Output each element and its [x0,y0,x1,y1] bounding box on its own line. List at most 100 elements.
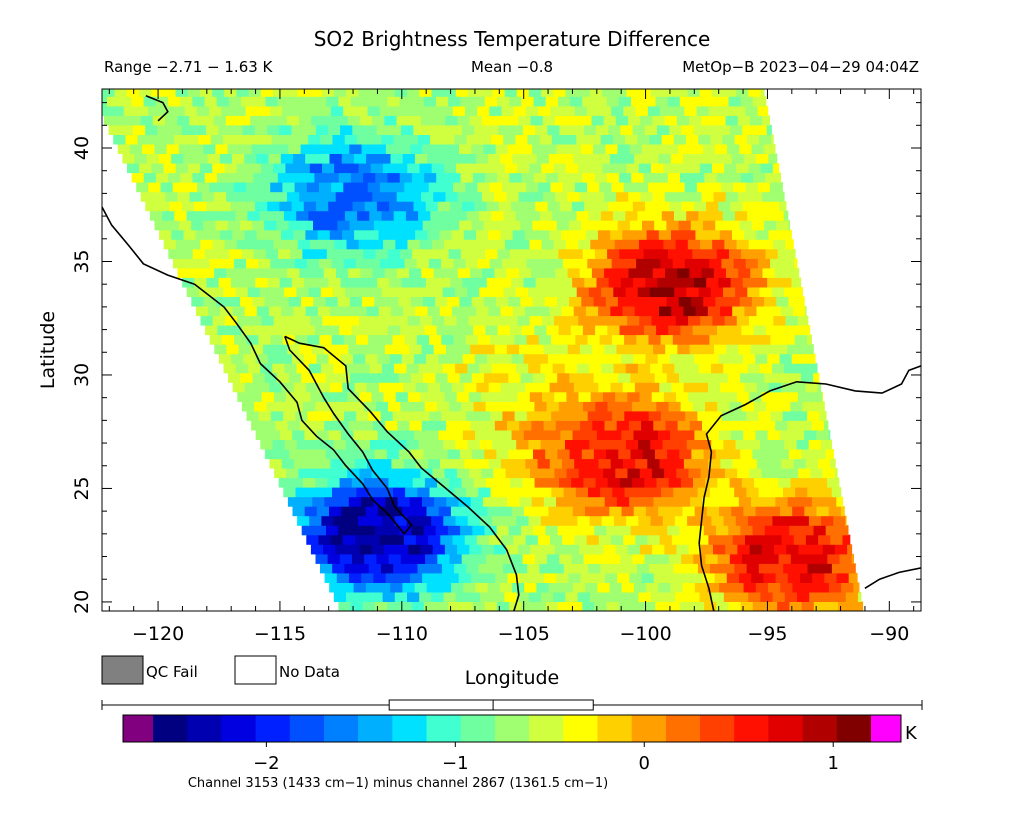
swath-cell [207,153,221,164]
swath-cell [588,134,602,145]
swath-cell [297,515,310,526]
swath-cell [244,153,257,164]
swath-cell [396,191,410,202]
swath-cell [440,105,454,116]
swath-cell [506,115,519,126]
no-data-label: No Data [279,663,340,681]
swath-cell [406,286,419,297]
swath-cell [490,334,503,345]
colorbar-segment [768,715,804,742]
swath-cell [857,591,862,602]
swath-cell [511,277,524,288]
swath-cell [239,220,253,231]
swath-cell [516,439,529,450]
swath-cell [764,525,778,536]
x-tick-label: −110 [376,623,428,645]
swath-cell [331,182,344,193]
swath-cell [632,553,646,564]
swath-cell [757,534,770,545]
swath-cell [186,134,200,145]
swath-cell [435,372,449,383]
swath-cell [517,468,531,479]
swath-cell [530,468,543,479]
swath-cell [288,143,302,154]
swath-cell [546,325,560,336]
swath-cell [571,201,585,212]
swath-cell [376,401,389,412]
swath-cell [766,477,779,488]
swath-cell [338,525,351,536]
swath-cell [344,410,357,421]
swath-cell [690,572,704,583]
swath-cell [736,315,750,326]
swath-cell [628,115,641,126]
swath-cell [631,325,645,336]
swath-cell [300,496,313,507]
swath-cell [393,134,407,145]
swath-cell [620,201,634,212]
swath-cell [654,143,667,154]
swath-cell [268,229,282,240]
swath-cell [311,344,325,355]
swath-cell [215,143,229,154]
swath-cell [528,89,542,97]
swath-cell [243,353,257,364]
swath-cell [676,544,690,555]
swath-cell [698,210,712,221]
swath-cell [649,286,663,297]
swath-cell [558,401,572,412]
swath-cell [738,267,751,278]
swath-cell [733,182,747,193]
swath-cell [770,487,784,498]
swath-cell [573,229,587,240]
swath-cell [596,201,610,212]
swath-cell [699,515,712,526]
swath-cell [229,248,243,259]
swath-cell [267,124,280,135]
swath-cell [692,325,706,336]
swath-cell [258,258,271,269]
swath-cell [642,372,656,383]
swath-cell [749,391,762,402]
swath-cell [700,468,714,479]
swath-cell [658,506,671,517]
swath-cell [502,487,516,498]
swath-cell [586,105,600,116]
swath-cell [348,267,361,278]
swath-cell [334,391,348,402]
swath-cell [785,391,799,402]
swath-cell [253,172,267,183]
swath-cell [169,124,183,135]
swath-cell [434,572,448,583]
swath-cell [651,468,665,479]
swath-cell [801,449,814,460]
swath-cell [648,487,662,498]
swath-cell [754,277,768,288]
swath-cell [291,124,305,135]
swath-cell [528,363,541,374]
swath-cell [586,382,599,393]
swath-cell [753,325,767,336]
swath-cell [518,115,532,126]
swath-cell [717,325,730,336]
swath-cell [431,515,444,526]
swath-cell [347,391,360,402]
swath-cell [684,534,697,545]
swath-cell [224,239,238,250]
swath-cell [567,115,580,126]
swath-cell [631,172,644,183]
plot-frame [101,88,922,612]
swath-cell [295,487,309,498]
swath-cell [720,458,734,469]
swath-cell [717,553,731,564]
swath-cell [320,563,333,574]
swath-cell [232,306,246,317]
swath-cell [642,525,656,536]
swath-cell [464,382,478,393]
swath-cell [247,363,261,374]
swath-cell [827,553,841,564]
swath-cell [540,439,554,450]
swath-cell [411,96,425,107]
swath-cell [550,534,563,545]
swath-cell [550,105,564,116]
